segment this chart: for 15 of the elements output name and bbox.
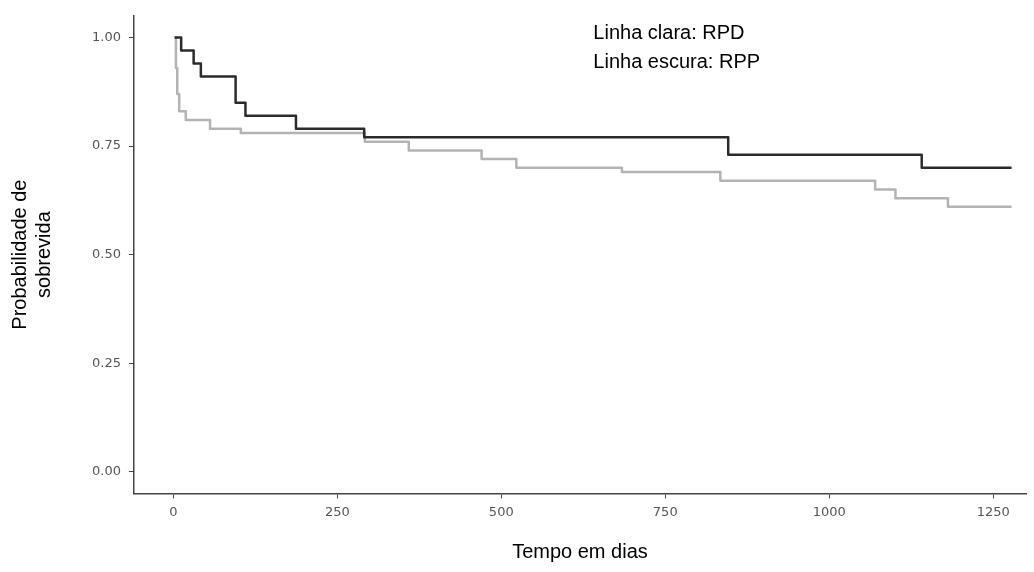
y-tick-label: 0.75: [91, 137, 121, 153]
y-tick-label: 0.00: [91, 463, 121, 479]
x-tick-label: 500: [488, 503, 514, 519]
x-tick-label: 250: [324, 503, 350, 519]
x-tick-label: 750: [652, 503, 678, 519]
annotation: Linha escura: RPP: [593, 49, 761, 72]
y-tick-label: 1.00: [91, 28, 121, 44]
x-axis-title: Tempo em dias: [512, 539, 648, 562]
annotation: Linha clara: RPD: [593, 20, 745, 43]
x-tick-label: 0: [169, 503, 178, 519]
x-tick-label: 1250: [976, 503, 1010, 519]
y-tick-label: 0.50: [91, 245, 121, 261]
y-tick-label: 0.25: [91, 354, 121, 370]
y-axis-title: Probabilidade de sobrevida: [7, 179, 54, 330]
x-tick-label: 1000: [812, 503, 846, 519]
